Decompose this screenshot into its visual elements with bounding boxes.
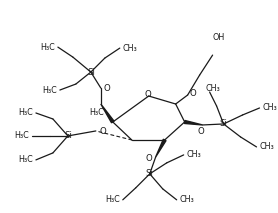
Text: O: O bbox=[145, 154, 152, 163]
Polygon shape bbox=[184, 121, 203, 125]
Text: O: O bbox=[189, 89, 196, 98]
Text: H₃C: H₃C bbox=[19, 155, 33, 164]
Text: CH₃: CH₃ bbox=[186, 150, 201, 159]
Text: O: O bbox=[144, 89, 151, 99]
Text: O: O bbox=[103, 83, 110, 92]
Text: H₃C: H₃C bbox=[14, 131, 29, 140]
Text: CH₃: CH₃ bbox=[205, 83, 220, 92]
Text: Si: Si bbox=[87, 68, 95, 76]
Text: Si: Si bbox=[146, 169, 154, 178]
Text: H₃C: H₃C bbox=[105, 195, 120, 204]
Text: CH₃: CH₃ bbox=[179, 195, 194, 204]
Text: CH₃: CH₃ bbox=[262, 104, 277, 112]
Text: CH₃: CH₃ bbox=[259, 142, 274, 151]
Text: H₃C: H₃C bbox=[19, 108, 33, 118]
Text: O: O bbox=[100, 127, 106, 137]
Text: Si: Si bbox=[220, 119, 227, 128]
Polygon shape bbox=[101, 104, 114, 123]
Text: H₃C: H₃C bbox=[90, 108, 104, 118]
Text: CH₃: CH₃ bbox=[122, 44, 137, 53]
Text: Si: Si bbox=[64, 131, 72, 140]
Text: OH: OH bbox=[212, 33, 225, 42]
Text: H₃C: H₃C bbox=[41, 43, 55, 52]
Polygon shape bbox=[156, 139, 166, 157]
Text: O: O bbox=[197, 127, 204, 137]
Text: H₃C: H₃C bbox=[43, 86, 57, 95]
